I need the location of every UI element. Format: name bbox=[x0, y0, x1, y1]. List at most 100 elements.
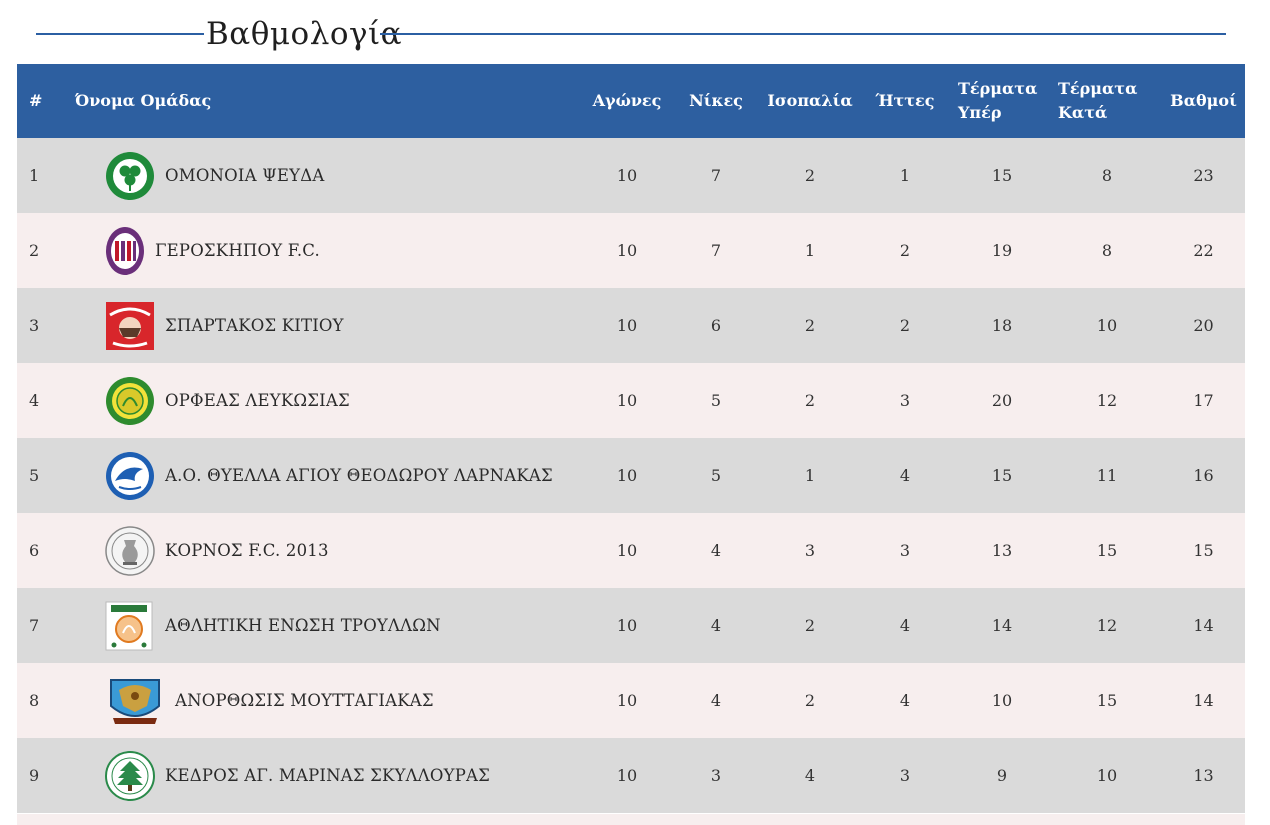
row-played: 10 bbox=[616, 616, 638, 635]
header-goals-against-line2: Κατά bbox=[1058, 103, 1108, 122]
blue-bird-crest-icon bbox=[105, 451, 155, 501]
row-wins: 6 bbox=[710, 316, 722, 335]
table-row-partial bbox=[17, 814, 1245, 825]
table-row: 3 ΣΠΑΡΤΑΚΟΣ ΚΙΤΙΟΥ 10 6 2 2 18 10 20 bbox=[17, 288, 1245, 363]
row-goals-for: 13 bbox=[991, 541, 1013, 560]
row-draws: 2 bbox=[804, 166, 816, 185]
team-name[interactable]: Α.Ο. ΘΥΕΛΛΑ ΑΓΙΟΥ ΘΕΟΔΩΡΟΥ ΛΑΡΝΑΚΑΣ bbox=[165, 466, 553, 485]
row-draws: 2 bbox=[804, 616, 816, 635]
row-goals-against: 12 bbox=[1096, 391, 1118, 410]
team-name[interactable]: ΚΕΔΡΟΣ ΑΓ. ΜΑΡΙΝΑΣ ΣΚΥΛΛΟΥΡΑΣ bbox=[165, 766, 490, 785]
team-name[interactable]: ΑΝΟΡΘΩΣΙΣ ΜΟΥΤΤΑΓΙΑΚΑΣ bbox=[175, 691, 434, 710]
header-goals-against: Τέρματα Κατά bbox=[1052, 64, 1162, 138]
table-row: 2 ΓΕΡΟΣΚΗΠΟΥ F.C. 10 7 1 2 19 8 22 bbox=[17, 213, 1245, 288]
header-draws: Ισοπαλία bbox=[767, 91, 853, 110]
row-points: 22 bbox=[1193, 241, 1214, 260]
row-wins: 4 bbox=[710, 541, 722, 560]
row-team[interactable]: ΟΜΟΝΟΙΑ ΨΕΥΔΑ bbox=[63, 138, 584, 213]
header-goals-against-line1: Τέρματα bbox=[1058, 79, 1138, 98]
row-goals-against: 8 bbox=[1101, 241, 1113, 260]
header-goals-for-line2: Υπέρ bbox=[958, 103, 1002, 122]
row-draws: 1 bbox=[804, 241, 816, 260]
row-losses: 3 bbox=[899, 391, 911, 410]
row-goals-for: 15 bbox=[991, 166, 1013, 185]
row-team[interactable]: ΚΕΔΡΟΣ ΑΓ. ΜΑΡΙΝΑΣ ΣΚΥΛΛΟΥΡΑΣ bbox=[63, 738, 584, 813]
row-goals-for: 15 bbox=[991, 466, 1013, 485]
header-divider-right bbox=[380, 33, 1226, 35]
table-row: 6 ΚΟΡΝΟΣ F.C. 2013 10 4 3 3 13 15 15 bbox=[17, 513, 1245, 588]
row-goals-against: 11 bbox=[1096, 466, 1118, 485]
clover-crest-icon bbox=[105, 151, 155, 201]
table-row: 8 ΑΝΟΡΘΩΣΙΣ ΜΟΥΤΤΑΓΙΑΚΑΣ 10 4 2 4 10 15 … bbox=[17, 663, 1245, 738]
row-wins: 4 bbox=[710, 616, 722, 635]
row-losses: 3 bbox=[899, 541, 911, 560]
row-team[interactable]: ΑΘΛΗΤΙΚΗ ΕΝΩΣΗ ΤΡΟΥΛΛΩΝ bbox=[63, 588, 584, 663]
row-draws: 4 bbox=[804, 766, 816, 785]
row-goals-for: 14 bbox=[991, 616, 1013, 635]
team-name[interactable]: ΚΟΡΝΟΣ F.C. 2013 bbox=[165, 541, 329, 560]
row-goals-for: 19 bbox=[991, 241, 1013, 260]
row-team[interactable]: ΑΝΟΡΘΩΣΙΣ ΜΟΥΤΤΑΓΙΑΚΑΣ bbox=[63, 663, 584, 738]
row-played: 10 bbox=[616, 316, 638, 335]
row-goals-for: 20 bbox=[991, 391, 1013, 410]
row-goals-for: 18 bbox=[991, 316, 1013, 335]
row-points: 15 bbox=[1193, 541, 1214, 560]
table-row: 4 ΟΡΦΕΑΣ ΛΕΥΚΩΣΙΑΣ 10 5 2 3 20 12 17 bbox=[17, 363, 1245, 438]
row-played: 10 bbox=[616, 466, 638, 485]
row-team[interactable]: ΚΟΡΝΟΣ F.C. 2013 bbox=[63, 513, 584, 588]
team-name[interactable]: ΣΠΑΡΤΑΚΟΣ ΚΙΤΙΟΥ bbox=[165, 316, 344, 335]
row-points: 14 bbox=[1193, 691, 1214, 710]
row-team[interactable]: ΓΕΡΟΣΚΗΠΟΥ F.C. bbox=[63, 213, 584, 288]
row-draws: 2 bbox=[804, 316, 816, 335]
row-team[interactable]: ΟΡΦΕΑΣ ΛΕΥΚΩΣΙΑΣ bbox=[63, 363, 584, 438]
row-draws: 3 bbox=[804, 541, 816, 560]
double-eagle-crest-icon bbox=[105, 676, 165, 726]
table-row: 1 ΟΜΟΝΟΙΑ ΨΕΥΔΑ 10 7 2 1 15 8 23 bbox=[17, 138, 1245, 213]
row-goals-for: 9 bbox=[996, 766, 1008, 785]
row-points: 13 bbox=[1193, 766, 1214, 785]
table-row: 5 Α.Ο. ΘΥΕΛΛΑ ΑΓΙΟΥ ΘΕΟΔΩΡΟΥ ΛΑΡΝΑΚΑΣ 10… bbox=[17, 438, 1245, 513]
row-goals-against: 10 bbox=[1096, 316, 1118, 335]
row-position: 1 bbox=[29, 166, 40, 185]
row-losses: 4 bbox=[899, 616, 911, 635]
row-wins: 3 bbox=[710, 766, 722, 785]
row-points: 17 bbox=[1193, 391, 1214, 410]
row-played: 10 bbox=[616, 166, 638, 185]
row-draws: 2 bbox=[804, 691, 816, 710]
standings-table: # Όνομα Ομάδας Αγώνες Νίκες Ισοπαλία Ήττ… bbox=[17, 64, 1245, 813]
row-position: 6 bbox=[29, 541, 40, 560]
team-name[interactable]: ΓΕΡΟΣΚΗΠΟΥ F.C. bbox=[155, 241, 320, 260]
row-position: 4 bbox=[29, 391, 40, 410]
team-name[interactable]: ΑΘΛΗΤΙΚΗ ΕΝΩΣΗ ΤΡΟΥΛΛΩΝ bbox=[165, 616, 441, 635]
row-team[interactable]: Α.Ο. ΘΥΕΛΛΑ ΑΓΙΟΥ ΘΕΟΔΩΡΟΥ ΛΑΡΝΑΚΑΣ bbox=[63, 438, 584, 513]
row-position: 9 bbox=[29, 766, 40, 785]
striped-shield-crest-icon bbox=[105, 226, 145, 276]
row-team[interactable]: ΣΠΑΡΤΑΚΟΣ ΚΙΤΙΟΥ bbox=[63, 288, 584, 363]
header-team-name: Όνομα Ομάδας bbox=[75, 91, 212, 110]
table-header-row: # Όνομα Ομάδας Αγώνες Νίκες Ισοπαλία Ήττ… bbox=[17, 64, 1245, 138]
header-wins: Νίκες bbox=[689, 91, 743, 110]
team-name[interactable]: ΟΡΦΕΑΣ ΛΕΥΚΩΣΙΑΣ bbox=[165, 391, 350, 410]
row-goals-against: 8 bbox=[1101, 166, 1113, 185]
section-header: Βαθμολογία bbox=[36, 12, 1226, 56]
header-played: Αγώνες bbox=[592, 91, 662, 110]
row-position: 8 bbox=[29, 691, 40, 710]
header-points: Βαθμοί bbox=[1170, 91, 1237, 110]
table-row: 9 ΚΕΔΡΟΣ ΑΓ. ΜΑΡΙΝΑΣ ΣΚΥΛΛΟΥΡΑΣ 10 3 4 3… bbox=[17, 738, 1245, 813]
team-name[interactable]: ΟΜΟΝΟΙΑ ΨΕΥΔΑ bbox=[165, 166, 325, 185]
row-losses: 1 bbox=[899, 166, 911, 185]
row-losses: 2 bbox=[899, 316, 911, 335]
page-title: Βαθμολογία bbox=[206, 16, 403, 52]
header-losses: Ήττες bbox=[875, 91, 935, 110]
row-goals-against: 15 bbox=[1096, 541, 1118, 560]
row-points: 23 bbox=[1193, 166, 1214, 185]
row-played: 10 bbox=[616, 541, 638, 560]
header-goals-for-line1: Τέρματα bbox=[958, 79, 1038, 98]
row-goals-against: 15 bbox=[1096, 691, 1118, 710]
red-warrior-crest-icon bbox=[105, 301, 155, 351]
green-yellow-crest-icon bbox=[105, 376, 155, 426]
table-row: 7 ΑΘΛΗΤΙΚΗ ΕΝΩΣΗ ΤΡΟΥΛΛΩΝ 10 4 2 4 14 12… bbox=[17, 588, 1245, 663]
row-goals-against: 10 bbox=[1096, 766, 1118, 785]
header-position: # bbox=[29, 91, 43, 110]
row-goals-against: 12 bbox=[1096, 616, 1118, 635]
